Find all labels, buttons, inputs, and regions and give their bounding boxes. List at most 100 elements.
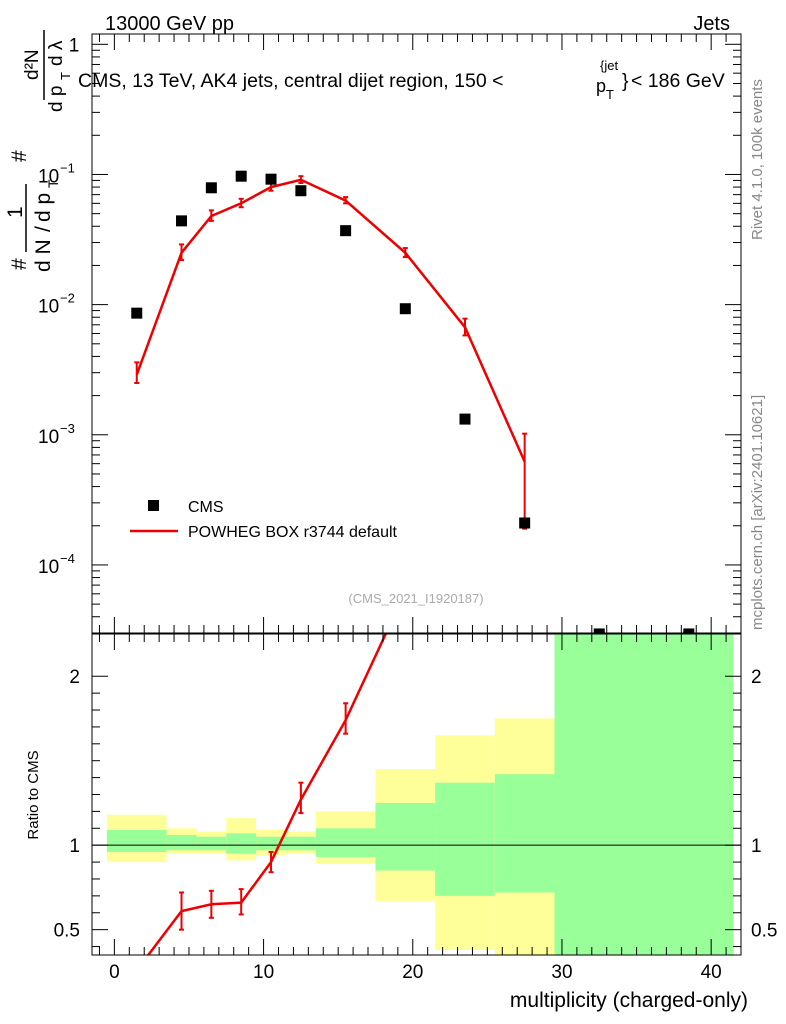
title-close: } [622,70,629,92]
powheg-errorbar [343,196,349,205]
title-T: T [606,87,614,102]
ratio-y-tick-label-left: 2 [69,667,80,688]
powheg-errorbar [298,175,304,184]
y-tick-label-exponent: −4 [60,551,75,566]
y-tick-label-one: 1 [69,35,80,56]
y-tick-label: 10 −1 [38,160,75,187]
cms-data-point [176,215,188,227]
ylabel-dl: d λ [46,40,67,66]
y-tick-label: 10 −3 [38,421,75,448]
title-jet: {jet [600,58,618,73]
x-tick-label: 10 [253,962,274,983]
uncertainty-band [226,818,257,861]
uncertainty-band [435,735,495,950]
title-p: p [596,76,606,96]
y-tick-label: 10 −2 [38,291,75,318]
powheg-errorbar [179,243,185,262]
inner-uncertainty-band [554,634,734,955]
ratio-errorbar [298,781,304,815]
inner-uncertainty-band [196,836,227,851]
ylabel-slash: / [32,226,55,232]
title-tail: < 186 GeV [631,70,725,92]
powheg-errorbar [402,247,408,259]
y-tick-label-base: 10 [38,557,59,578]
ratio-errorbar [208,889,214,919]
mcplots-label: mcplots.cern.ch [arXiv:2401.10621] [749,395,766,630]
ratio-powheg-line [146,634,388,955]
cms-data-point [205,182,217,194]
ylabel-dpdl: d p [46,86,67,112]
uncertainty-band [196,831,227,854]
legend-powheg-label: POWHEG BOX r3744 default [188,524,398,541]
title-main: CMS, 13 TeV, AK4 jets, central dijet reg… [78,70,503,92]
main-panel-content [131,170,695,633]
cms-data-point [265,173,277,185]
y-tick-label-base: 10 [38,427,59,448]
uncertainty-band [554,634,734,955]
ratio-y-tick-label-right: 0.5 [751,921,777,942]
x-tick-label: 30 [551,962,572,983]
ratio-errorbar [238,888,244,916]
y-tick-label-base: 10 [38,166,59,187]
ratio-y-tick-label-left: 1 [69,836,80,857]
cms-data-point [519,517,531,529]
ratio-y-tick-label-right: 2 [751,667,762,688]
x-tick-label: 40 [701,962,722,983]
header-left: 13000 GeV pp [105,13,234,35]
main-panel-frame [91,33,742,634]
x-axis-label: multiplicity (charged-only) [510,989,748,1012]
uncertainty-band [494,718,555,955]
ylabel-dN: d N [32,239,55,272]
header-right: Jets [693,13,730,35]
uncertainty-band [315,811,376,864]
y-tick-label: 10 −4 [38,551,75,578]
y-tick-label-exponent: −3 [60,421,75,436]
inner-uncertainty-band [315,828,376,858]
ylabel-dp: d p [32,193,55,222]
y-tick-label-exponent: −1 [60,160,75,175]
inner-uncertainty-band [166,835,197,851]
inner-uncertainty-band [226,833,257,854]
uncertainty-band [285,831,316,854]
ratio-y-tick-label-right: 1 [751,836,762,857]
cms-data-point [683,628,695,633]
inner-uncertainty-band [106,829,167,852]
ylabel-d2N: d²N [22,49,43,80]
legend: CMS POWHEG BOX r3744 default [130,499,398,541]
ylabel-hash-1: # [8,258,31,270]
cms-data-point [399,303,411,315]
y-tick-label-exponent: −2 [60,291,75,306]
uncertainty-band [106,814,167,863]
ratio-ylabel: Ratio to CMS [25,750,42,839]
inner-uncertainty-band [435,782,495,896]
ylabel-T2: T [58,72,73,80]
powheg-errorbar [238,197,244,209]
main-panel-title: CMS, 13 TeV, AK4 jets, central dijet reg… [78,58,725,102]
cms-data-point [131,307,143,319]
cms-data-point [459,413,471,425]
powheg-errorbar [134,361,140,384]
uncertainty-band [166,828,197,854]
ylabel-T: T [45,179,61,188]
y-tick-label-base: 10 [38,297,59,318]
main-panel-ylabel: # # 1 d N / d p T d²N d p T d λ [4,30,73,272]
ratio-panel-content [92,634,741,955]
cms-data-point [295,185,307,197]
cms-data-point [593,628,605,633]
legend-cms-marker [148,500,159,511]
inner-uncertainty-band [285,836,316,851]
ratio-panel-axes: 0.5 0.51 12 20 10 20 30 40 [54,634,777,983]
powheg-errorbar [462,317,468,337]
analysis-id-watermark: (CMS_2021_I1920187) [348,591,483,606]
inner-uncertainty-band [494,774,555,893]
cms-data-point [235,170,247,182]
legend-cms-label: CMS [188,499,224,516]
ylabel-one: 1 [4,206,27,218]
powheg-line [135,178,526,463]
ratio-errorbar [268,850,274,874]
ratio-errorbar [343,702,349,735]
uncertainty-band [375,769,436,901]
x-tick-label: 20 [402,962,423,983]
powheg-errorbar [208,209,214,222]
